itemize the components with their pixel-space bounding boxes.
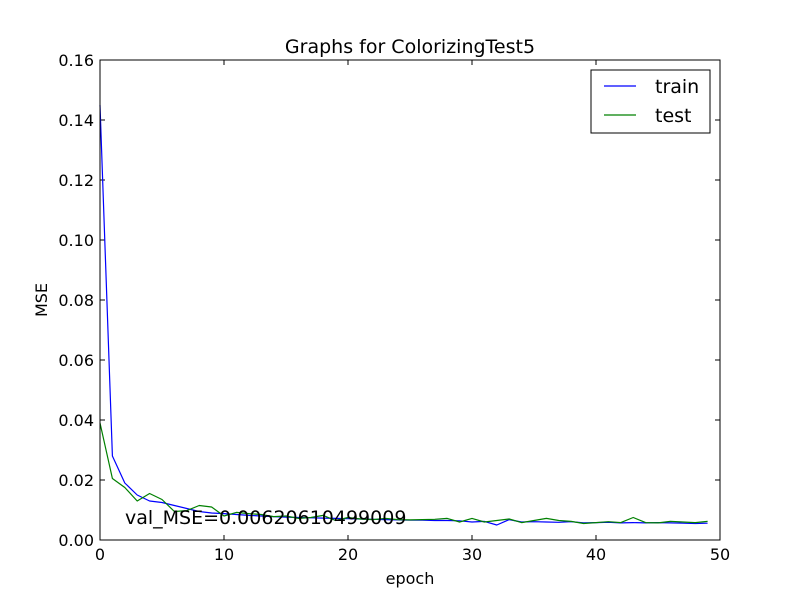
x-tick-label: 0 [95, 545, 105, 564]
y-tick-label: 0.00 [58, 531, 94, 550]
plot-frame [99, 59, 721, 541]
legend: train test [590, 69, 711, 134]
val-mse-annotation: val_MSE=0.00620610499009 [125, 507, 406, 529]
axis-ticks: 0 10 20 30 40 50 0.00 0.02 0.04 0.06 0.08 0.10 0.12 0… [58, 51, 730, 564]
x-axis-label: epoch [386, 569, 435, 588]
y-tick-label: 0.10 [58, 231, 94, 250]
y-tick-label: 0.14 [58, 111, 94, 130]
x-tick-label: 40 [586, 545, 606, 564]
y-tick-label: 0.04 [58, 411, 94, 430]
chart-title: Graphs for ColorizingTest5 [285, 36, 535, 58]
y-tick-label: 0.12 [58, 171, 94, 190]
y-tick-label: 0.06 [58, 351, 94, 370]
series-layer [99, 104, 708, 526]
x-tick-label: 30 [462, 545, 482, 564]
x-tick-label: 20 [338, 545, 358, 564]
x-tick-label: 10 [214, 545, 234, 564]
x-tick-label: 50 [710, 545, 730, 564]
y-tick-label: 0.08 [58, 291, 94, 310]
legend-box [590, 69, 711, 134]
y-tick-label: 0.02 [58, 471, 94, 490]
y-axis-label: MSE [32, 283, 51, 317]
legend-label-train: train [655, 76, 699, 98]
legend-label-test: test [655, 105, 692, 127]
series-line-test [99, 422, 708, 525]
y-tick-label: 0.16 [58, 51, 94, 70]
